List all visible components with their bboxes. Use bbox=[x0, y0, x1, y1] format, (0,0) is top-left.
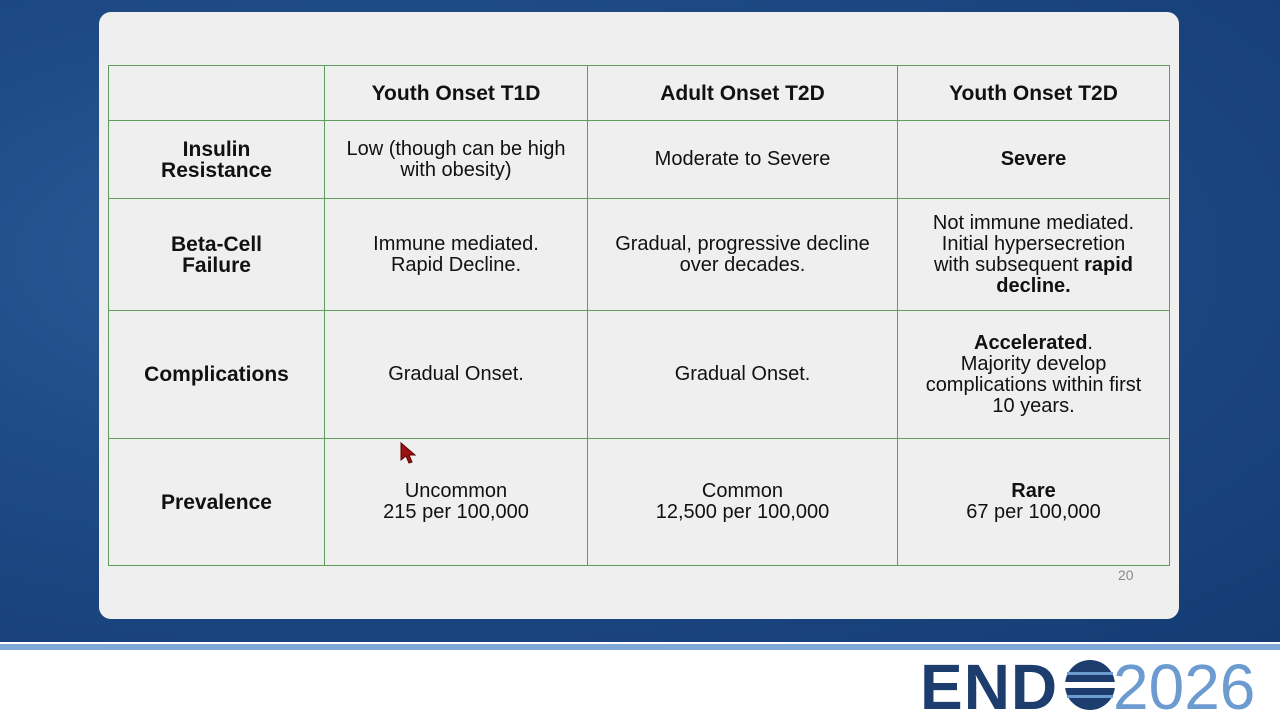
cell-text: with obesity) bbox=[400, 158, 512, 181]
cell-text: Immune mediated. bbox=[373, 232, 539, 255]
cell-line: Moderate to Severe bbox=[592, 149, 893, 170]
cell-line: Gradual Onset. bbox=[329, 364, 583, 385]
cell-text: Moderate to Severe bbox=[654, 148, 831, 170]
cell-text: Not immune mediated. bbox=[932, 211, 1135, 234]
stripe bbox=[0, 644, 1280, 650]
cell-line: 12,500 per 100,000 bbox=[592, 502, 893, 523]
cell-line: Gradual Onset. bbox=[592, 364, 893, 385]
row-header-line: Failure bbox=[182, 253, 251, 277]
cursor bbox=[400, 441, 417, 464]
table-cell: Immune mediated. Rapid Decline. bbox=[324, 198, 588, 311]
comparison-table: Youth Onset T1D Adult Onset T2D Youth Onse… bbox=[108, 65, 1170, 566]
table-cell: Not immune mediated. Initial hypersecreti… bbox=[897, 198, 1170, 311]
cell-line: Immune mediated. bbox=[329, 232, 583, 255]
cell-text: 12,500 per 100,000 bbox=[655, 501, 830, 523]
row-header-line: Beta-Cell bbox=[170, 232, 263, 256]
cell-line: with subsequent rapid bbox=[902, 253, 1165, 276]
cell-line: Not immune mediated. bbox=[902, 211, 1165, 234]
page-number: 20 bbox=[1118, 567, 1134, 583]
table-cell: Gradual Onset. bbox=[587, 310, 898, 439]
column-header: Youth Onset T2D bbox=[897, 65, 1170, 121]
cell-text: Gradual Onset. bbox=[674, 363, 811, 385]
cell-line: Majority develop bbox=[902, 352, 1165, 375]
cell-line: 67 per 100,000 bbox=[902, 502, 1165, 523]
column-header: Youth Onset T1D bbox=[324, 65, 588, 121]
cell-text: over decades. bbox=[679, 253, 806, 276]
header-row: Youth Onset T1D Adult Onset T2D Youth Onse… bbox=[108, 65, 1170, 121]
cell-line: Rapid Decline. bbox=[329, 253, 583, 276]
cell-text: Uncommon bbox=[404, 480, 508, 502]
table-cell: Rare 67 per 100,000 bbox=[897, 438, 1170, 566]
row-header: Insulin Resistance bbox=[108, 120, 325, 199]
cell-text: Rapid Decline. bbox=[390, 253, 522, 276]
cell-line: with obesity) bbox=[329, 158, 583, 181]
cell-text: Accelerated bbox=[974, 331, 1088, 354]
row-header-line: Complications bbox=[144, 363, 289, 386]
row-header: Prevalence bbox=[108, 438, 325, 566]
cell-line: 215 per 100,000 bbox=[329, 502, 583, 523]
cursor-arrow bbox=[400, 441, 417, 464]
cell-text: Common bbox=[701, 480, 784, 502]
row-header: Complications bbox=[108, 310, 325, 439]
cell-text: 215 per 100,000 bbox=[383, 501, 529, 523]
cell-line: Common bbox=[592, 481, 893, 502]
cell-line: Gradual, progressive decline bbox=[592, 232, 893, 255]
cell-line: decline. bbox=[902, 274, 1165, 297]
cell-text: complications within first bbox=[925, 373, 1142, 396]
cell-text: Gradual, progressive decline bbox=[615, 232, 870, 255]
table-cell: Gradual, progressive decline over decades… bbox=[587, 198, 898, 311]
cell-text: Low (though can be high bbox=[346, 137, 566, 160]
cell-text: rapid bbox=[1084, 253, 1133, 276]
globe-band bbox=[1067, 695, 1113, 698]
table-cell: Severe bbox=[897, 120, 1170, 199]
cell-line: Severe bbox=[902, 149, 1165, 170]
globe-band bbox=[1067, 672, 1113, 675]
table-row: Prevalence Uncommon 215 per 100,000 Common 1… bbox=[108, 438, 1170, 566]
cell-line: Rare bbox=[902, 481, 1165, 502]
cell-text: . bbox=[1087, 331, 1093, 354]
logo-year: 2026 bbox=[1113, 651, 1256, 723]
column-header: Adult Onset T2D bbox=[587, 65, 898, 121]
table-cell: Uncommon 215 per 100,000 bbox=[324, 438, 588, 566]
row-header-line: Resistance bbox=[161, 158, 272, 182]
cell-text: 10 years. bbox=[992, 394, 1075, 417]
cell-text: Gradual Onset. bbox=[388, 363, 524, 385]
row-header-line: Prevalence bbox=[161, 490, 272, 514]
table-cell: Accelerated. Majority develop complication… bbox=[897, 310, 1170, 439]
cell-text: Severe bbox=[1000, 148, 1067, 170]
cell-line: Initial hypersecretion bbox=[902, 232, 1165, 255]
table-row: Complications Gradual Onset. Gradual Onset… bbox=[108, 310, 1170, 439]
table-cell: Moderate to Severe bbox=[587, 120, 898, 199]
cell-line: over decades. bbox=[592, 253, 893, 276]
globe-band bbox=[1065, 682, 1115, 688]
table-body: Youth Onset T1D Adult Onset T2D Youth Onse… bbox=[108, 65, 1170, 566]
corner-cell bbox=[108, 65, 325, 121]
logo-globe bbox=[1065, 660, 1115, 710]
logo-text: END bbox=[920, 651, 1059, 723]
cell-line: complications within first bbox=[902, 373, 1165, 396]
table-row: Insulin Resistance Low (though can be high… bbox=[108, 120, 1170, 199]
cell-line: Low (though can be high bbox=[329, 137, 583, 160]
cell-line: Accelerated. bbox=[902, 331, 1165, 354]
cell-text: 67 per 100,000 bbox=[966, 501, 1101, 523]
row-header: Beta-Cell Failure bbox=[108, 198, 325, 311]
cell-text: Rare bbox=[1011, 480, 1056, 502]
cell-text: Initial hypersecretion bbox=[941, 232, 1126, 255]
row-header-line: Insulin bbox=[182, 137, 251, 161]
table-cell: Low (though can be high with obesity) bbox=[324, 120, 588, 199]
table-cell: Gradual Onset. bbox=[324, 310, 588, 439]
table-row: Beta-Cell Failure Immune mediated. Rapid De… bbox=[108, 198, 1170, 311]
cell-line: Uncommon bbox=[329, 481, 583, 502]
cell-text: decline. bbox=[996, 274, 1071, 297]
table-cell: Common 12,500 per 100,000 bbox=[587, 438, 898, 566]
cell-line: 10 years. bbox=[902, 394, 1165, 417]
cell-text: with subsequent bbox=[933, 253, 1085, 276]
cell-text: Majority develop bbox=[960, 352, 1107, 375]
